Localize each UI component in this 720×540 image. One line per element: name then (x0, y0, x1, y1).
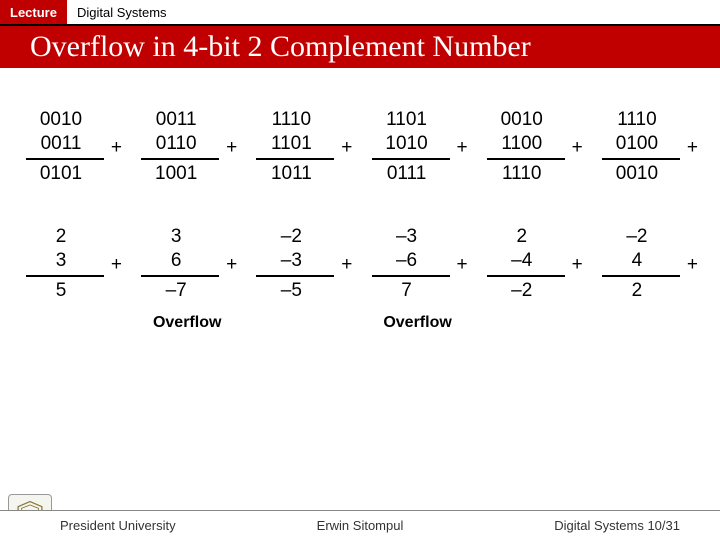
operand-b: 0110 (133, 132, 241, 156)
decimal-calc-2: –2 –3 + –5 (248, 225, 356, 332)
footer-right: Digital Systems 10/31 (554, 518, 680, 533)
lecture-tag: Lecture (0, 0, 67, 24)
plus-icon: + (341, 136, 352, 160)
rule-line (256, 158, 334, 160)
result: 0101 (18, 162, 126, 186)
decimal-calc-1: 3 6 + –7 Overflow (133, 225, 241, 332)
result: 7 (364, 279, 472, 303)
binary-row: 0010 0011 + 0101 0011 0110 + 1001 1110 1… (18, 108, 702, 185)
result: 5 (18, 279, 126, 303)
operand-a: 1101 (364, 108, 472, 132)
operand-a: –2 (248, 225, 356, 249)
rule-line (141, 158, 219, 160)
plus-icon: + (111, 136, 122, 160)
plus-icon: + (687, 253, 698, 277)
plus-icon: + (572, 136, 583, 160)
operand-a: –3 (364, 225, 472, 249)
operand-a: 2 (18, 225, 126, 249)
footer-bar: President University Erwin Sitompul Digi… (0, 510, 720, 540)
rule-line (141, 275, 219, 277)
overflow-label: Overflow (364, 313, 472, 333)
plus-icon: + (572, 253, 583, 277)
operand-b: –6 (364, 249, 472, 273)
result: 1110 (479, 162, 587, 186)
plus-icon: + (226, 253, 237, 277)
rule-line (372, 158, 450, 160)
operand-b: 0011 (18, 132, 126, 156)
rule-line (372, 275, 450, 277)
plus-icon: + (687, 136, 698, 160)
binary-calc-0: 0010 0011 + 0101 (18, 108, 126, 185)
course-name: Digital Systems (67, 0, 177, 24)
plus-icon: + (226, 136, 237, 160)
result: 0010 (594, 162, 702, 186)
rule-line (26, 158, 104, 160)
overflow-label: Overflow (133, 313, 241, 333)
operand-a: 1110 (594, 108, 702, 132)
decimal-calc-4: 2 –4 + –2 (479, 225, 587, 332)
decimal-row: 2 3 + 5 3 6 + –7 Overflow –2 –3 + –5 –3 … (18, 225, 702, 332)
plus-icon: + (341, 253, 352, 277)
operand-a: 3 (133, 225, 241, 249)
plus-icon: + (456, 253, 467, 277)
operand-b: 1010 (364, 132, 472, 156)
rule-line (256, 275, 334, 277)
operand-b: –4 (479, 249, 587, 273)
binary-calc-5: 1110 0100 + 0010 (594, 108, 702, 185)
content-area: 0010 0011 + 0101 0011 0110 + 1001 1110 1… (0, 68, 720, 333)
operand-b: 1101 (248, 132, 356, 156)
operand-b: 3 (18, 249, 126, 273)
rule-line (487, 275, 565, 277)
operand-a: 1110 (248, 108, 356, 132)
rule-line (602, 275, 680, 277)
plus-icon: + (111, 253, 122, 277)
operand-a: 0011 (133, 108, 241, 132)
binary-calc-1: 0011 0110 + 1001 (133, 108, 241, 185)
binary-calc-3: 1101 1010 + 0111 (364, 108, 472, 185)
title-bar: Overflow in 4-bit 2 Complement Number (0, 26, 720, 68)
binary-calc-4: 0010 1100 + 1110 (479, 108, 587, 185)
decimal-calc-3: –3 –6 + 7 Overflow (364, 225, 472, 332)
result: 0111 (364, 162, 472, 186)
rule-line (26, 275, 104, 277)
result: –2 (479, 279, 587, 303)
operand-b: 4 (594, 249, 702, 273)
binary-calc-2: 1110 1101 + 1011 (248, 108, 356, 185)
decimal-calc-0: 2 3 + 5 (18, 225, 126, 332)
result: 1001 (133, 162, 241, 186)
result: –7 (133, 279, 241, 303)
result: 1011 (248, 162, 356, 186)
operand-a: 0010 (18, 108, 126, 132)
operand-b: 1100 (479, 132, 587, 156)
rule-line (602, 158, 680, 160)
footer-left: President University (60, 518, 176, 533)
operand-b: –3 (248, 249, 356, 273)
decimal-calc-5: –2 4 + 2 (594, 225, 702, 332)
operand-a: –2 (594, 225, 702, 249)
operand-a: 0010 (479, 108, 587, 132)
header-bar: Lecture Digital Systems (0, 0, 720, 26)
result: –5 (248, 279, 356, 303)
footer-mid: Erwin Sitompul (317, 518, 404, 533)
result: 2 (594, 279, 702, 303)
operand-b: 6 (133, 249, 241, 273)
rule-line (487, 158, 565, 160)
page-title: Overflow in 4-bit 2 Complement Number (30, 30, 720, 64)
operand-b: 0100 (594, 132, 702, 156)
plus-icon: + (456, 136, 467, 160)
operand-a: 2 (479, 225, 587, 249)
